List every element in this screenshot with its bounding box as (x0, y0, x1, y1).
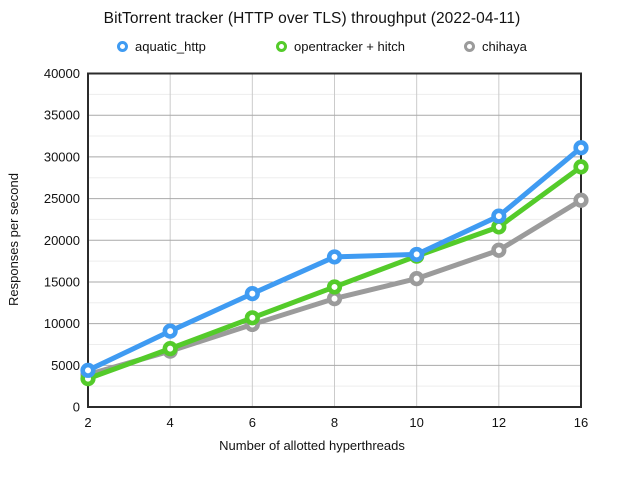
data-point-marker (326, 291, 343, 307)
x-tick-label: 2 (84, 415, 91, 430)
data-point-marker (409, 271, 425, 287)
data-point-marker (244, 310, 260, 326)
data-point-marker (573, 192, 589, 208)
legend-item-chihaya: chihaya (464, 39, 527, 54)
x-tick-label: 4 (167, 415, 174, 430)
y-tick-label: 15000 (44, 274, 80, 289)
data-point-marker (162, 341, 178, 357)
x-axis-title: Number of allotted hyperthreads (219, 438, 405, 453)
plot-frame (87, 72, 582, 408)
legend-label: chihaya (482, 39, 527, 54)
y-tick-label: 0 (73, 400, 80, 415)
legend-label: opentracker + hitch (294, 39, 405, 54)
data-point-marker (491, 208, 507, 224)
legend-marker-icon (117, 41, 128, 52)
y-tick-label: 40000 (44, 66, 80, 81)
y-tick-label: 30000 (44, 149, 80, 164)
data-point-marker (491, 242, 507, 258)
y-tick-label: 25000 (44, 191, 80, 206)
y-tick-label: 5000 (51, 358, 80, 373)
chart-title: BitTorrent tracker (HTTP over TLS) throu… (103, 10, 521, 27)
y-axis-title: Responses per second (6, 173, 21, 307)
data-point-marker (573, 140, 589, 156)
data-point-marker (326, 249, 343, 265)
data-point-marker (244, 286, 260, 302)
legend-marker-icon (276, 41, 287, 52)
x-tick-label: 6 (249, 415, 256, 430)
legend-marker-icon (464, 41, 475, 52)
data-point-marker (573, 159, 589, 175)
x-tick-label: 16 (574, 415, 588, 430)
data-point-marker (326, 279, 343, 295)
y-tick-label: 35000 (44, 108, 80, 123)
data-point-marker (80, 362, 96, 378)
data-point-marker (409, 246, 425, 263)
y-tick-label: 10000 (44, 316, 80, 331)
legend-label: aquatic_http (135, 39, 206, 54)
y-tick-label: 20000 (44, 233, 80, 248)
x-tick-label: 8 (331, 415, 338, 430)
x-tick-label: 12 (492, 415, 506, 430)
legend-item-opentracker-hitch: opentracker + hitch (276, 39, 405, 54)
legend-item-aquatic-http: aquatic_http (117, 39, 206, 54)
x-tick-label: 10 (409, 415, 423, 430)
data-point-marker (162, 323, 178, 339)
